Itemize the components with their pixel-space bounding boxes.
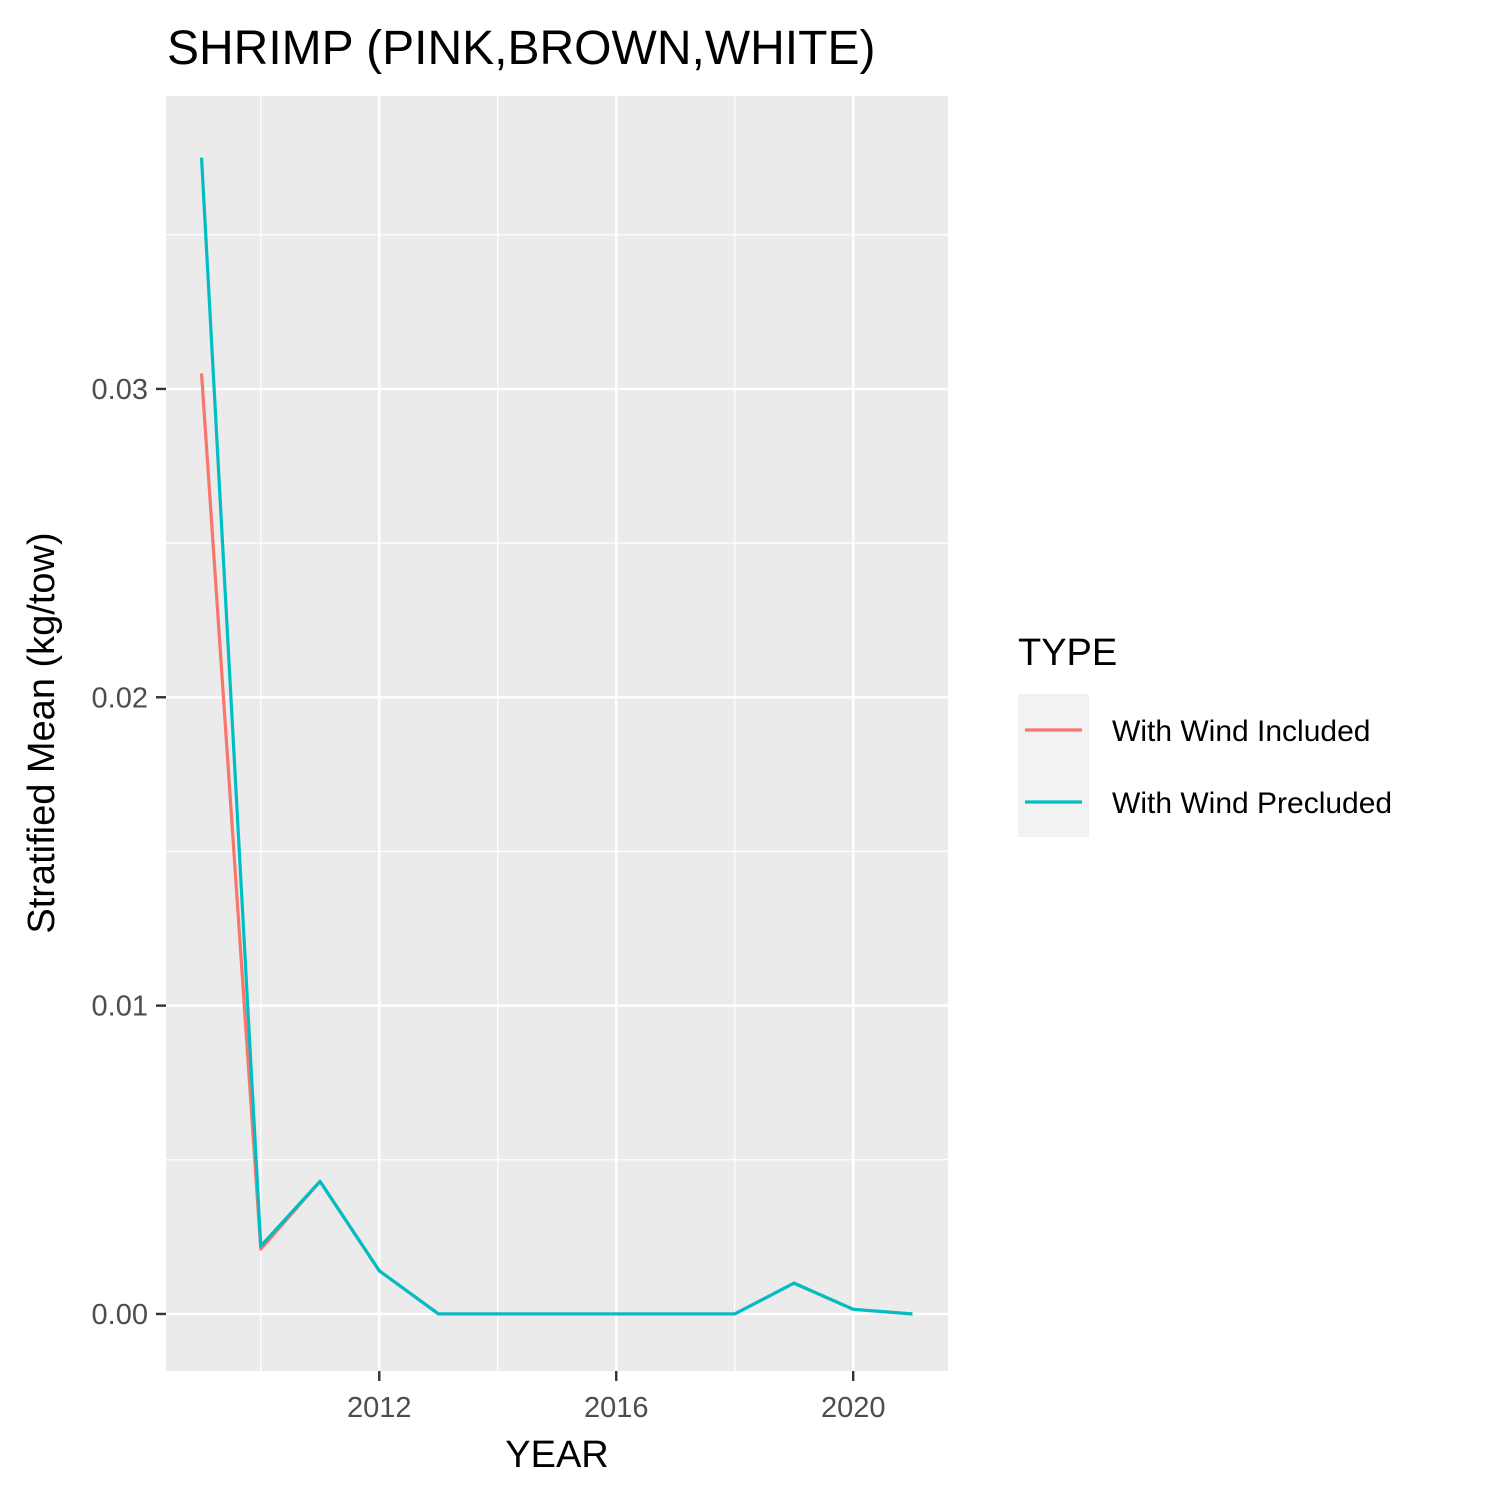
x-tick-label: 2016	[584, 1392, 649, 1424]
chart-title: SHRIMP (PINK,BROWN,WHITE)	[167, 22, 875, 75]
legend-label: With Wind Included	[1112, 715, 1370, 748]
plot-panel	[166, 96, 948, 1371]
legend: TYPE With Wind Included With Wind Preclud…	[1018, 632, 1392, 837]
minor-gridlines	[166, 96, 948, 1371]
x-axis-title: YEAR	[505, 1434, 608, 1476]
y-tick-label: 0.00	[92, 1299, 148, 1331]
series-lines	[199, 157, 913, 1316]
y-axis: 0.00 0.01 0.02 0.03	[92, 374, 166, 1331]
series-line	[199, 157, 913, 1316]
x-tick-label: 2020	[821, 1392, 886, 1424]
legend-key-background	[1018, 694, 1089, 837]
legend-title: TYPE	[1018, 632, 1117, 674]
y-tick-label: 0.02	[92, 682, 148, 714]
y-tick-label: 0.03	[92, 374, 148, 406]
y-tick-label: 0.01	[92, 991, 148, 1023]
major-gridlines	[166, 96, 948, 1371]
x-axis: 2012 2016 2020	[347, 1371, 885, 1424]
legend-label: With Wind Precluded	[1112, 787, 1392, 820]
y-axis-title: Stratified Mean (kg/tow)	[21, 532, 63, 933]
x-tick-label: 2012	[347, 1392, 412, 1424]
